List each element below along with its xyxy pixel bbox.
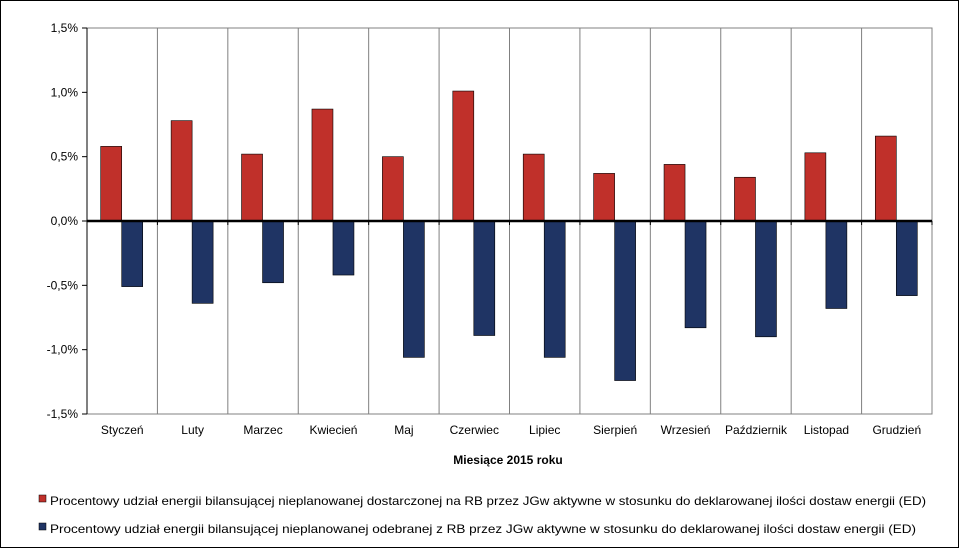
y-tick-label: -1,5% [47, 407, 79, 421]
bar-received [403, 220, 425, 358]
bar-received [614, 220, 636, 381]
x-tick-label: Sierpień [593, 423, 637, 437]
bar-delivered [663, 164, 686, 222]
bar-delivered [452, 90, 475, 222]
bar-delivered [874, 135, 897, 222]
legend-label-delivered: Procentowy udział energii bilansującej n… [50, 494, 926, 508]
x-tick-label: Luty [181, 423, 204, 437]
bar-delivered [382, 156, 404, 222]
bar-delivered [170, 120, 193, 222]
x-tick-label: Listopad [804, 423, 849, 437]
bar-received [825, 220, 848, 309]
bar-delivered [100, 146, 123, 222]
bar-received [191, 220, 214, 304]
x-tick-label: Czerwiec [450, 423, 499, 437]
bar-delivered [804, 152, 827, 222]
x-axis-title: Miesiące 2015 roku [453, 453, 562, 467]
bar-delivered [593, 173, 615, 222]
y-tick-label: -0,5% [47, 278, 79, 292]
y-tick-label: 0,5% [51, 150, 79, 164]
axis-layer: 1,5% 1,0% 0,5% 0,0% -0,5% -1,0% -1,5% Styczeń Lu… [47, 21, 933, 437]
x-tick-label: Grudzień [872, 423, 921, 437]
legend-label-received: Procentowy udział energii bilansującej n… [50, 522, 916, 536]
x-tick-label: Kwiecień [309, 423, 357, 437]
y-tick-label: -1,0% [47, 343, 79, 357]
x-tick-label: Marzec [243, 423, 282, 437]
bar-delivered [522, 153, 545, 222]
x-tick-label: Styczeń [101, 423, 144, 437]
bar-delivered [734, 176, 756, 222]
legend-swatch-delivered [38, 494, 47, 503]
bar-received [473, 220, 496, 336]
bar-delivered [311, 108, 334, 222]
bar-received [332, 220, 355, 276]
bar-received [755, 220, 777, 338]
bar-received [262, 220, 284, 284]
y-tick-label: 1,5% [51, 21, 79, 35]
legend-swatch-received [38, 522, 47, 531]
bars-layer [100, 90, 918, 381]
bar-received [684, 220, 707, 329]
bar-delivered [241, 153, 263, 222]
bar-received [121, 220, 144, 287]
bar-received [895, 220, 918, 296]
bar-received [543, 220, 566, 358]
x-tick-label: Wrzesień [661, 423, 711, 437]
x-tick-label: Październik [725, 423, 788, 437]
y-tick-label: 1,0% [51, 85, 79, 99]
x-tick-label: Maj [394, 423, 413, 437]
x-tick-label: Lipiec [529, 423, 560, 437]
y-tick-label: 0,0% [51, 214, 79, 228]
legend: Procentowy udział energii bilansującej n… [38, 494, 926, 536]
